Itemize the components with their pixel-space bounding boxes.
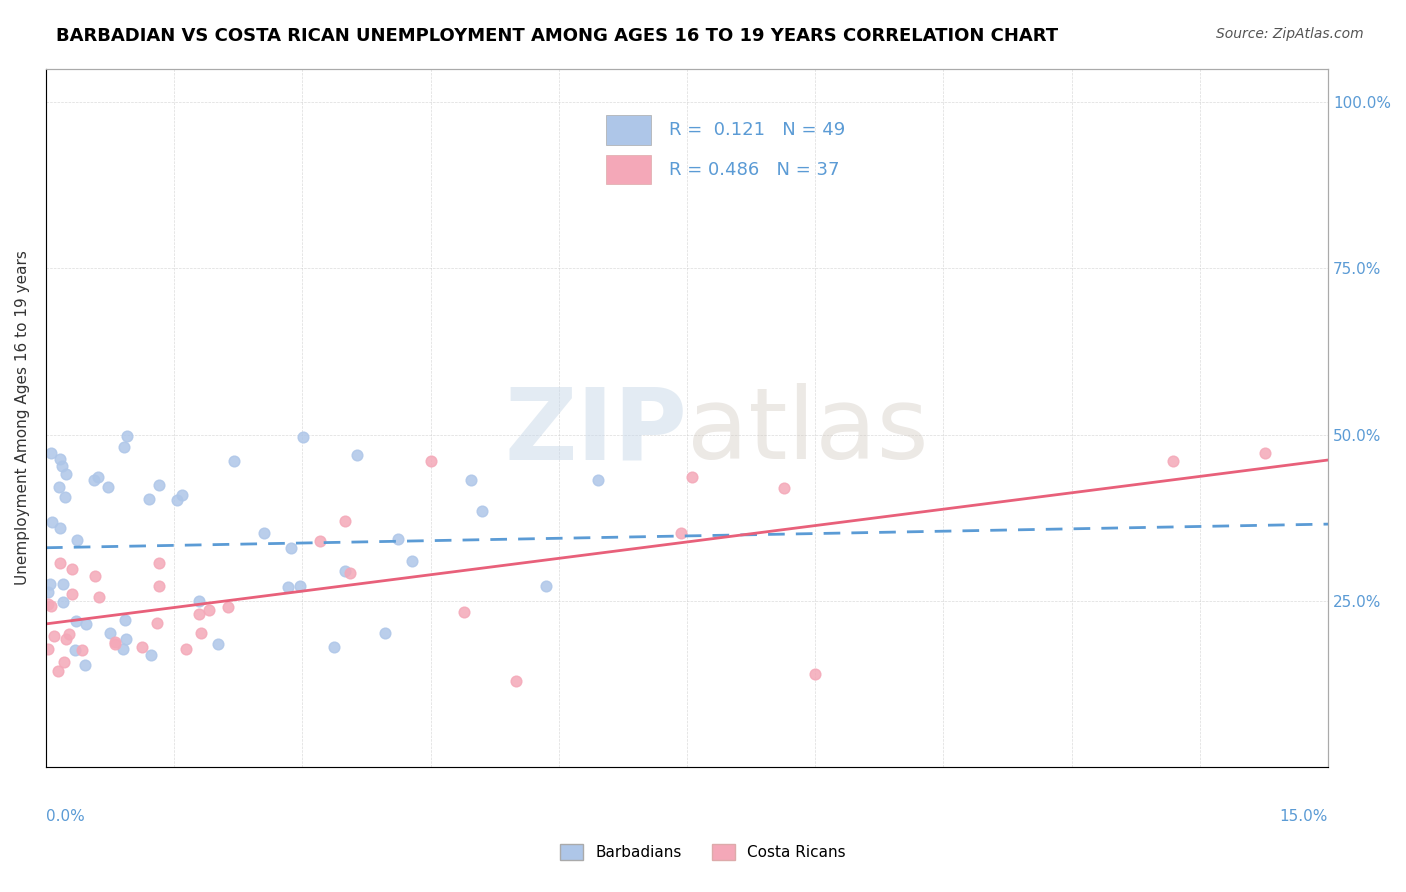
Point [333,514,356,528]
Point [52,577,75,591]
Point [198,603,221,617]
Point [131,640,153,655]
Point [669,525,692,540]
Point [53,491,76,505]
Point [49,556,72,570]
Point [323,640,346,655]
Point [207,637,229,651]
Point [141,648,163,662]
Point [280,541,302,555]
Point [681,470,703,484]
Point [37,641,59,656]
Point [104,637,127,651]
Point [70,643,93,657]
Point [505,673,527,688]
Point [308,534,330,549]
Point [187,607,209,622]
Point [37,584,59,599]
Point [111,641,134,656]
Point [41,599,63,613]
Point [66,533,89,548]
Point [253,525,276,540]
Point [419,454,441,468]
Point [187,594,209,608]
Text: atlas: atlas [688,384,929,481]
Point [222,454,245,468]
Text: Source: ZipAtlas.com: Source: ZipAtlas.com [1216,27,1364,41]
Point [148,477,170,491]
Point [41,515,63,529]
Point [49,521,72,535]
Point [346,448,368,462]
Point [73,658,96,673]
Point [52,656,75,670]
Point [55,467,77,481]
Point [37,597,59,611]
Point [58,627,80,641]
Point [112,440,135,454]
Point [146,615,169,630]
Point [114,613,136,627]
Point [115,429,138,443]
Point [174,642,197,657]
Point [217,600,239,615]
Text: 15.0%: 15.0% [1279,809,1329,824]
Point [339,566,361,580]
Point [75,616,97,631]
Point [170,488,193,502]
Point [98,626,121,640]
Point [49,451,72,466]
Point [42,629,65,643]
Point [87,469,110,483]
Point [288,578,311,592]
Point [534,578,557,592]
Point [292,430,315,444]
Point [374,626,396,640]
Point [335,564,357,578]
Point [387,532,409,546]
Point [60,562,83,576]
Point [166,493,188,508]
Point [39,577,62,591]
Point [1163,454,1185,468]
Point [52,595,75,609]
Point [60,587,83,601]
Point [65,642,87,657]
Point [104,635,127,649]
Point [65,614,87,628]
Point [773,481,796,495]
Point [48,480,70,494]
Point [51,459,73,474]
Legend: Barbadians, Costa Ricans: Barbadians, Costa Ricans [554,838,852,866]
Point [1254,446,1277,460]
Point [401,554,423,568]
Point [804,667,827,681]
Point [138,492,160,507]
Point [87,591,110,605]
Text: ZIP: ZIP [505,384,688,481]
Point [148,556,170,570]
Point [586,473,609,487]
Point [83,568,105,582]
Text: BARBADIAN VS COSTA RICAN UNEMPLOYMENT AMONG AGES 16 TO 19 YEARS CORRELATION CHAR: BARBADIAN VS COSTA RICAN UNEMPLOYMENT AM… [56,27,1059,45]
Point [97,480,120,494]
Point [471,504,494,518]
Text: 0.0%: 0.0% [46,809,84,824]
Point [460,473,482,487]
Point [277,580,299,594]
Point [190,625,212,640]
Point [39,445,62,459]
Y-axis label: Unemployment Among Ages 16 to 19 years: Unemployment Among Ages 16 to 19 years [15,251,30,585]
Point [55,632,77,647]
Point [453,605,475,619]
Point [83,473,105,487]
Point [46,664,69,678]
Point [148,579,170,593]
Point [115,632,138,646]
